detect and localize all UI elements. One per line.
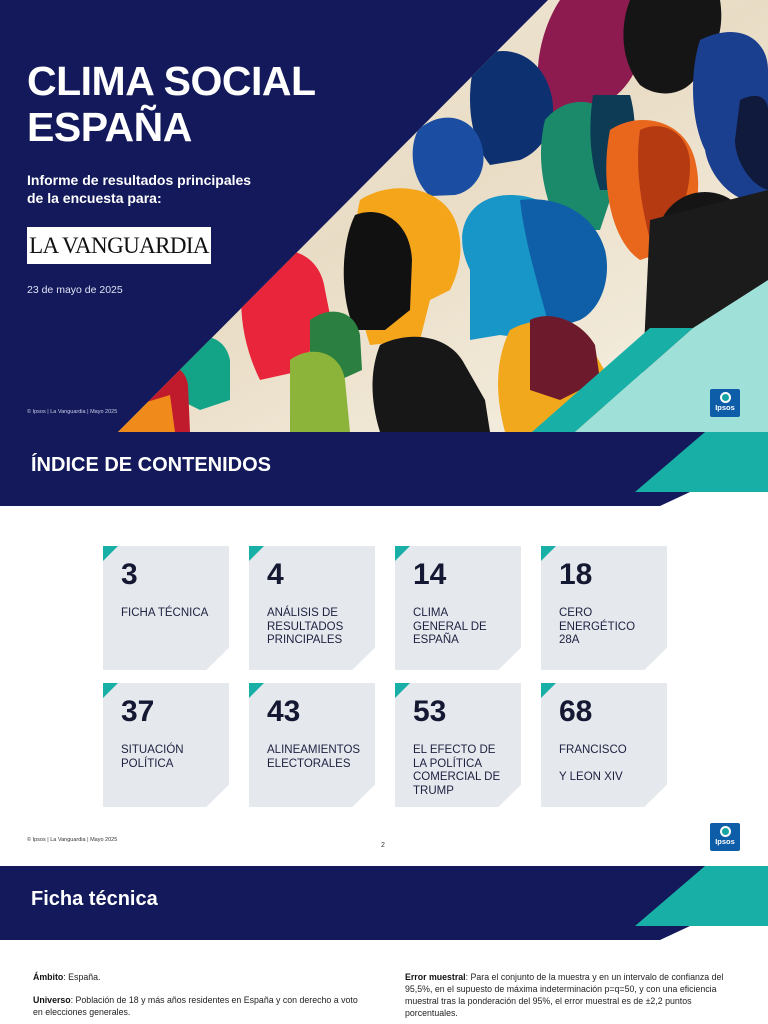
ambito-text: : España.	[63, 972, 101, 982]
toc-section-label: CERO ENERGÉTICO 28A	[559, 607, 636, 646]
error-muestral-label: Error muestral	[405, 972, 466, 982]
toc-section-label: ALINEAMIENTOS ELECTORALES	[267, 744, 361, 770]
toc-section-label: SITUACIÓN POLÍTICA	[121, 744, 184, 770]
ipsos-logo: Ipsos	[710, 389, 740, 417]
toc-card-cero-energetico[interactable]: 18 CERO ENERGÉTICO 28A	[541, 546, 667, 670]
card-corner-marker	[395, 683, 410, 698]
toc-page-number: 3	[121, 558, 138, 591]
card-corner-marker	[541, 683, 556, 698]
toc-section-label: CLIMA GENERAL DE ESPAÑA	[413, 607, 487, 646]
toc-page-number: 43	[267, 695, 301, 728]
index-copyright: © Ipsos | La Vanguardia | Mayo 2025	[27, 837, 118, 843]
banner-teal-shape	[635, 432, 768, 504]
ficha-title: Ficha técnica	[31, 888, 158, 910]
index-title: ÍNDICE DE CONTENIDOS	[31, 454, 272, 476]
toc-card-politica-comercial[interactable]: 53 EL EFECTO DE LA POLÍTICA COMERCIAL DE…	[395, 683, 521, 807]
logo-text: LA VANGUARDIA	[29, 232, 209, 258]
cover-title: CLIMA SOCIAL ESPAÑA	[27, 58, 357, 150]
ipsos-logo-text: Ipsos	[715, 403, 735, 412]
toc-card-analisis[interactable]: 4 ANÁLISIS DE RESULTADOS PRINCIPALES	[249, 546, 375, 670]
card-corner-marker	[395, 546, 410, 561]
banner-teal-shape	[635, 866, 768, 938]
toc-card-alineamientos[interactable]: 43 ALINEAMIENTOS ELECTORALES	[249, 683, 375, 807]
card-corner-marker	[541, 546, 556, 561]
universo-text: : Población de 18 y más años residentes …	[33, 995, 358, 1017]
ipsos-logo-text: Ipsos	[715, 837, 735, 846]
error-muestral-paragraph: Error muestral: Para el conjunto de la m…	[405, 971, 730, 1019]
toc-page-number: 53	[413, 695, 447, 728]
ambito-paragraph: Ámbito: España.	[33, 971, 363, 983]
card-corner-marker	[103, 683, 118, 698]
toc-card-clima-general[interactable]: 14 CLIMA GENERAL DE ESPAÑA	[395, 546, 521, 670]
card-corner-marker	[249, 546, 264, 561]
ambito-label: Ámbito	[33, 972, 64, 982]
universo-label: Universo	[33, 995, 71, 1005]
ficha-tecnica-slide: Ficha técnica Ámbito: España. Universo: …	[0, 864, 768, 1024]
toc-page-number: 68	[559, 695, 593, 728]
toc-section-label: EL EFECTO DE LA POLÍTICA COMERCIAL DE TR…	[413, 744, 501, 797]
cover-title-line1: CLIMA SOCIAL	[27, 58, 316, 104]
cover-date: 23 de mayo de 2025	[27, 284, 123, 296]
toc-page-number: 14	[413, 558, 447, 591]
card-corner-marker	[103, 546, 118, 561]
error-muestral-text: : Para el conjunto de la muestra y en un…	[405, 972, 724, 1018]
toc-card-francisco-leon[interactable]: 68 FRANCISCO Y LEON XIV	[541, 683, 667, 807]
cover-title-line2: ESPAÑA	[27, 104, 192, 150]
toc-section-label: FICHA TÉCNICA	[121, 607, 209, 619]
banner-bottom-edge	[0, 492, 690, 506]
cover-subtitle: Informe de resultados principales de la …	[27, 171, 267, 207]
ipsos-logo: Ipsos	[710, 823, 740, 851]
banner-bottom-edge	[0, 926, 690, 940]
cover-subtitle-line2: de la encuesta para:	[27, 190, 162, 206]
toc-card-situacion-politica[interactable]: 37 SITUACIÓN POLÍTICA	[103, 683, 229, 807]
toc-page-number: 18	[559, 558, 593, 591]
universo-paragraph: Universo: Población de 18 y más años res…	[33, 994, 358, 1018]
toc-page-number: 37	[121, 695, 155, 728]
toc-section-label: ANÁLISIS DE RESULTADOS PRINCIPALES	[267, 607, 344, 646]
toc-section-label: FRANCISCO Y LEON XIV	[559, 744, 627, 783]
toc-card-ficha-tecnica[interactable]: 3 FICHA TÉCNICA	[103, 546, 229, 670]
card-corner-marker	[249, 683, 264, 698]
page-number: 2	[381, 842, 385, 849]
ipsos-logo-icon	[719, 392, 731, 403]
silhouettes-illustration	[118, 0, 768, 432]
cover-subtitle-line1: Informe de resultados principales	[27, 172, 252, 188]
cover-copyright: © Ipsos | La Vanguardia | Mayo 2025	[27, 409, 118, 415]
ipsos-logo-icon	[719, 826, 731, 837]
cover-slide: CLIMA SOCIAL ESPAÑA Informe de resultado…	[0, 0, 768, 432]
index-slide: ÍNDICE DE CONTENIDOS 3 FICHA TÉCNICA 4 A…	[0, 432, 768, 864]
toc-page-number: 4	[267, 558, 284, 591]
la-vanguardia-logo: LA VANGUARDIA	[27, 227, 211, 264]
